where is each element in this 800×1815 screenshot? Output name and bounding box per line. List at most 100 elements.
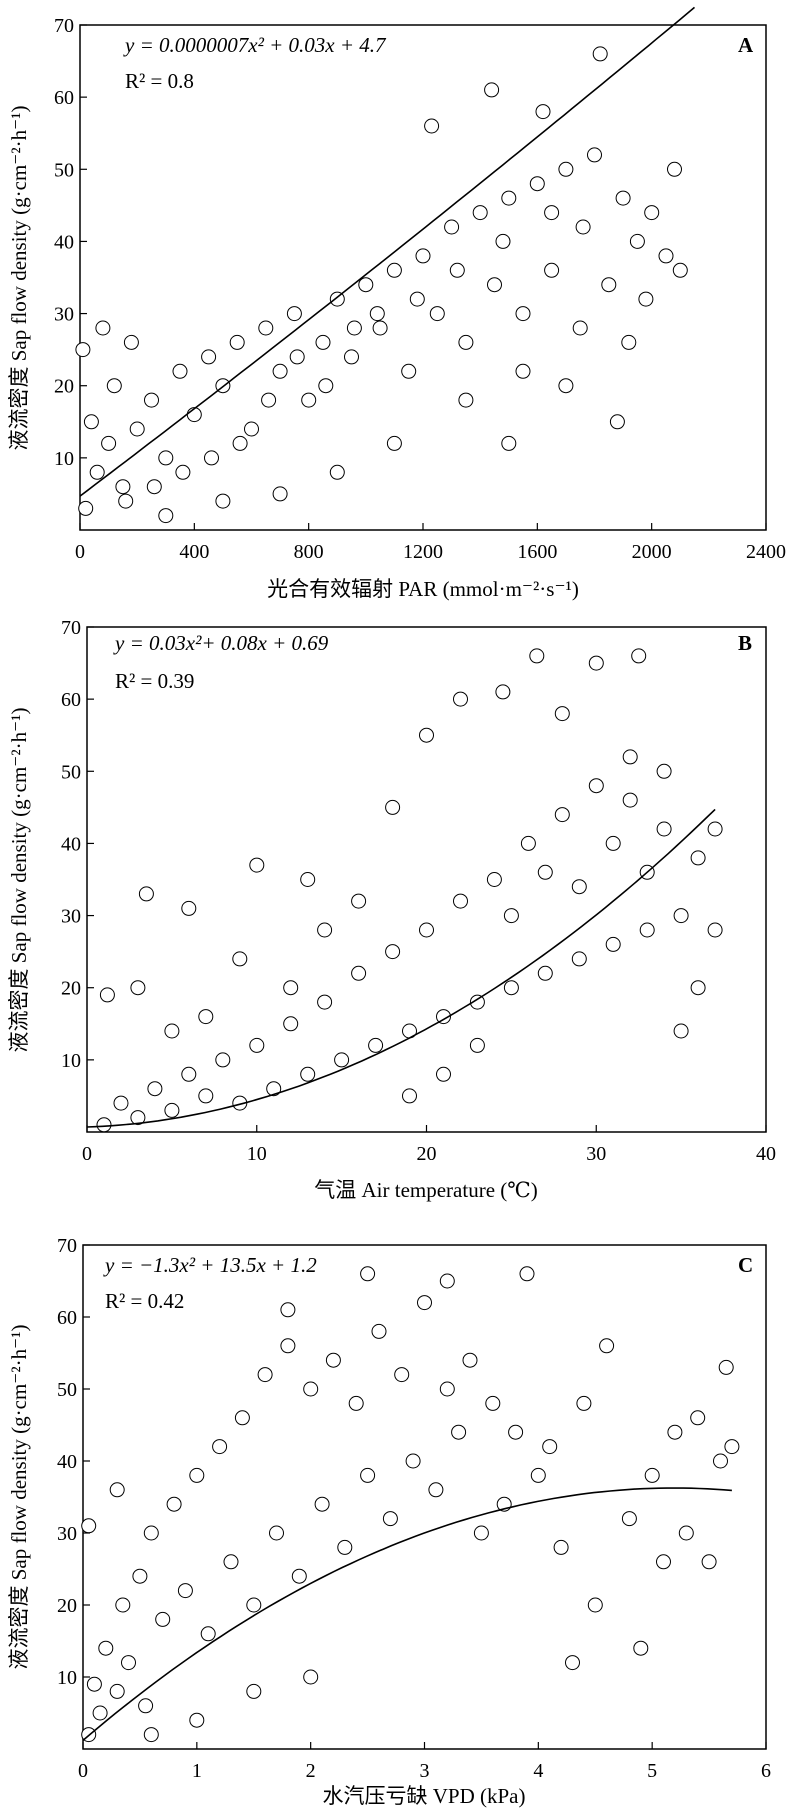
y-tick-label-c-3: 40 (57, 1451, 77, 1473)
x-tick-label-a-3: 1200 (403, 541, 443, 563)
x-tick-label-b-0: 0 (82, 1143, 92, 1165)
data-point-c-9 (143, 1525, 159, 1541)
data-point-b-58 (436, 1066, 451, 1082)
panel-letter-c: C (738, 1253, 753, 1277)
x-tick-label-c-1: 1 (192, 1760, 202, 1782)
fit-curve-b (86, 808, 716, 1128)
data-point-c-57 (718, 1359, 734, 1375)
fit-curve-c (82, 1487, 732, 1742)
plot-frame-b (86, 626, 767, 1133)
data-point-a-12 (244, 421, 259, 437)
x-tick-label-b-1: 10 (247, 1143, 267, 1165)
y-axis-title-c: 液流密度 Sap flow density (g·cm⁻²·h⁻¹) (7, 1324, 31, 1669)
x-axis-title-c: 水汽压亏缺 VPD (kPa) (323, 1784, 526, 1808)
data-point-b-50 (351, 893, 367, 909)
data-point-c-6 (121, 1655, 136, 1671)
data-point-b-38 (138, 886, 154, 902)
y-tick-label-b-3: 40 (61, 833, 81, 855)
data-point-c-63 (280, 1302, 296, 1318)
data-point-a-57 (95, 320, 111, 336)
x-axis-title-b: 气温 Air temperature (℃) (314, 1178, 538, 1202)
data-point-c-16 (223, 1554, 239, 1570)
data-point-b-56 (130, 980, 146, 996)
data-point-a-28 (472, 205, 488, 221)
data-point-b-51 (317, 922, 333, 938)
data-point-c-46 (576, 1395, 592, 1411)
y-tick-label-c-1: 20 (57, 1595, 77, 1617)
data-point-a-70 (346, 320, 362, 336)
data-point-b-68 (656, 763, 672, 779)
data-point-a-54 (158, 508, 174, 524)
data-point-a-60 (458, 392, 474, 408)
data-point-b-35 (690, 850, 706, 866)
x-tick-label-b-2: 20 (417, 1143, 437, 1165)
data-point-b-52 (283, 980, 299, 996)
data-point-c-4 (109, 1683, 125, 1699)
data-point-c-15 (212, 1439, 228, 1455)
data-point-a-34 (558, 161, 574, 177)
data-point-a-76 (175, 464, 191, 480)
x-tick-label-a-2: 800 (294, 541, 324, 563)
data-point-c-25 (325, 1352, 341, 1368)
data-point-a-8 (186, 407, 202, 423)
fit-curve-a (79, 6, 696, 497)
data-point-a-9 (201, 349, 217, 365)
data-point-c-60 (81, 1518, 97, 1534)
data-point-a-55 (123, 334, 139, 350)
data-point-a-14 (272, 363, 288, 379)
data-point-a-46 (424, 118, 440, 134)
data-point-a-59 (75, 342, 91, 358)
panel-letter-b: B (738, 631, 752, 655)
x-tick-label-a-0: 0 (75, 541, 85, 563)
y-tick-label-a-6: 70 (54, 15, 74, 37)
data-point-b-45 (419, 727, 434, 743)
data-point-a-2 (101, 435, 117, 451)
data-point-b-17 (385, 944, 401, 960)
data-point-b-25 (520, 835, 536, 851)
data-point-a-4 (129, 421, 145, 437)
data-point-c-65 (189, 1712, 205, 1728)
data-point-c-52 (667, 1424, 683, 1440)
x-tick-label-c-5: 5 (647, 1760, 657, 1782)
data-point-c-23 (303, 1381, 319, 1397)
x-tick-label-c-6: 6 (761, 1760, 771, 1782)
data-point-a-11 (229, 334, 245, 350)
data-point-a-42 (672, 262, 688, 278)
x-tick-label-a-4: 1600 (517, 541, 557, 563)
r-squared-c: R² = 0.42 (105, 1289, 184, 1313)
data-point-a-7 (172, 363, 188, 379)
data-point-b-53 (232, 951, 248, 967)
data-point-b-20 (436, 1009, 451, 1025)
data-point-b-39 (181, 900, 197, 916)
data-point-b-43 (588, 655, 604, 671)
data-point-a-66 (495, 233, 511, 249)
data-point-a-78 (118, 493, 134, 509)
data-point-a-23 (401, 363, 417, 379)
data-point-b-9 (249, 1037, 265, 1053)
data-point-a-50 (386, 435, 402, 451)
panel-c: 0 1 2 3 4 5 6 10 20 30 40 50 60 70 y = −1.3x² + 13.5x… (7, 1235, 771, 1808)
data-point-c-54 (690, 1410, 706, 1426)
data-point-c-59 (109, 1482, 125, 1498)
data-point-b-37 (99, 987, 115, 1003)
data-point-c-7 (132, 1568, 148, 1584)
data-point-a-77 (146, 479, 162, 495)
data-point-c-26 (337, 1539, 353, 1555)
data-point-c-32 (405, 1453, 421, 1469)
data-point-c-24 (314, 1496, 330, 1512)
data-point-b-0 (96, 1117, 112, 1133)
data-point-a-43 (592, 46, 608, 62)
data-point-b-66 (690, 980, 706, 996)
data-point-c-27 (348, 1395, 364, 1411)
data-point-c-42 (519, 1266, 535, 1282)
data-point-c-66 (246, 1683, 262, 1699)
data-point-c-35 (439, 1381, 455, 1397)
data-point-b-31 (622, 792, 638, 808)
y-tick-label-b-2: 30 (61, 906, 81, 928)
data-point-c-29 (371, 1323, 387, 1339)
data-point-c-17 (234, 1410, 250, 1426)
data-point-c-21 (280, 1338, 296, 1354)
data-point-c-62 (439, 1273, 455, 1289)
y-tick-label-b-1: 20 (61, 978, 81, 1000)
